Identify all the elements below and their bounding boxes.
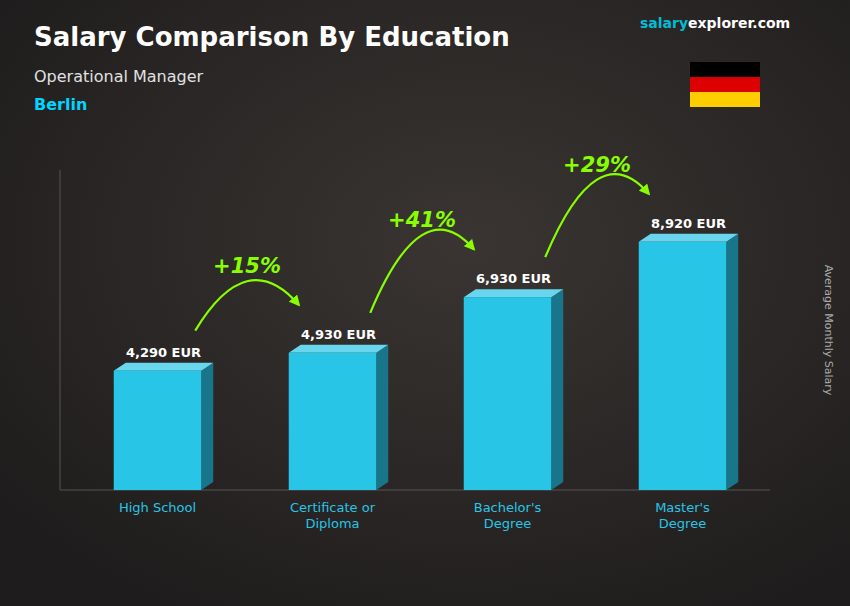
flag-stripe (690, 62, 760, 77)
growth-arrow (195, 280, 299, 330)
bar (114, 371, 202, 490)
x-tick-label-line: Master's (655, 500, 710, 515)
watermark-part: .com (752, 15, 790, 31)
watermark-part: explorer (688, 15, 754, 31)
x-tick-label: Certificate orDiploma (290, 500, 376, 531)
value-label: 4,930 EUR (301, 327, 376, 342)
x-tick-label-line: High School (119, 500, 196, 515)
bar (289, 353, 377, 490)
x-tick-label: Master'sDegree (655, 500, 710, 531)
x-tick-label: Bachelor'sDegree (474, 500, 542, 531)
growth-label: +15% (213, 254, 281, 278)
watermark-part: salary (640, 15, 688, 31)
bar-side (551, 289, 563, 490)
flag-stripe (690, 92, 760, 107)
city: Berlin (34, 95, 87, 114)
x-tick-label-line: Certificate or (290, 500, 376, 515)
value-label: 6,930 EUR (476, 271, 551, 286)
bar-top (289, 345, 389, 353)
subtitle: Operational Manager (34, 67, 204, 86)
bar-side (726, 234, 738, 490)
title: Salary Comparison By Education (34, 22, 510, 52)
x-tick-label-line: Degree (659, 516, 706, 531)
x-tick-label-line: Degree (484, 516, 531, 531)
growth-label: +29% (563, 153, 631, 177)
growth-label: +41% (388, 208, 456, 232)
watermark: salaryexplorer.com (640, 15, 790, 31)
bar-side (376, 345, 388, 490)
growth-arrow (545, 174, 649, 257)
growth-arrow (370, 230, 474, 313)
bar-side (201, 363, 213, 490)
y-axis-label: Average Monthly Salary (822, 265, 835, 396)
y-axis-line (60, 170, 61, 490)
bars (114, 234, 739, 490)
chart-container: 4,290 EUR 4,930 EUR 6,930 EUR 8,920 EUR +15%… (0, 0, 850, 606)
x-tick-label-line: Bachelor's (474, 500, 542, 515)
bar-top (639, 234, 739, 242)
flag-stripe (690, 77, 760, 92)
x-tick-label: High School (119, 500, 196, 515)
bar-top (114, 363, 214, 371)
value-label: 8,920 EUR (651, 216, 726, 231)
value-label: 4,290 EUR (126, 345, 201, 360)
bar-top (464, 289, 564, 297)
bar (639, 242, 727, 490)
x-tick-label-line: Diploma (305, 516, 359, 531)
chart-svg: 4,290 EUR 4,930 EUR 6,930 EUR 8,920 EUR +15%… (0, 0, 850, 606)
flag (690, 62, 760, 107)
bar (464, 297, 552, 490)
background (0, 0, 850, 606)
